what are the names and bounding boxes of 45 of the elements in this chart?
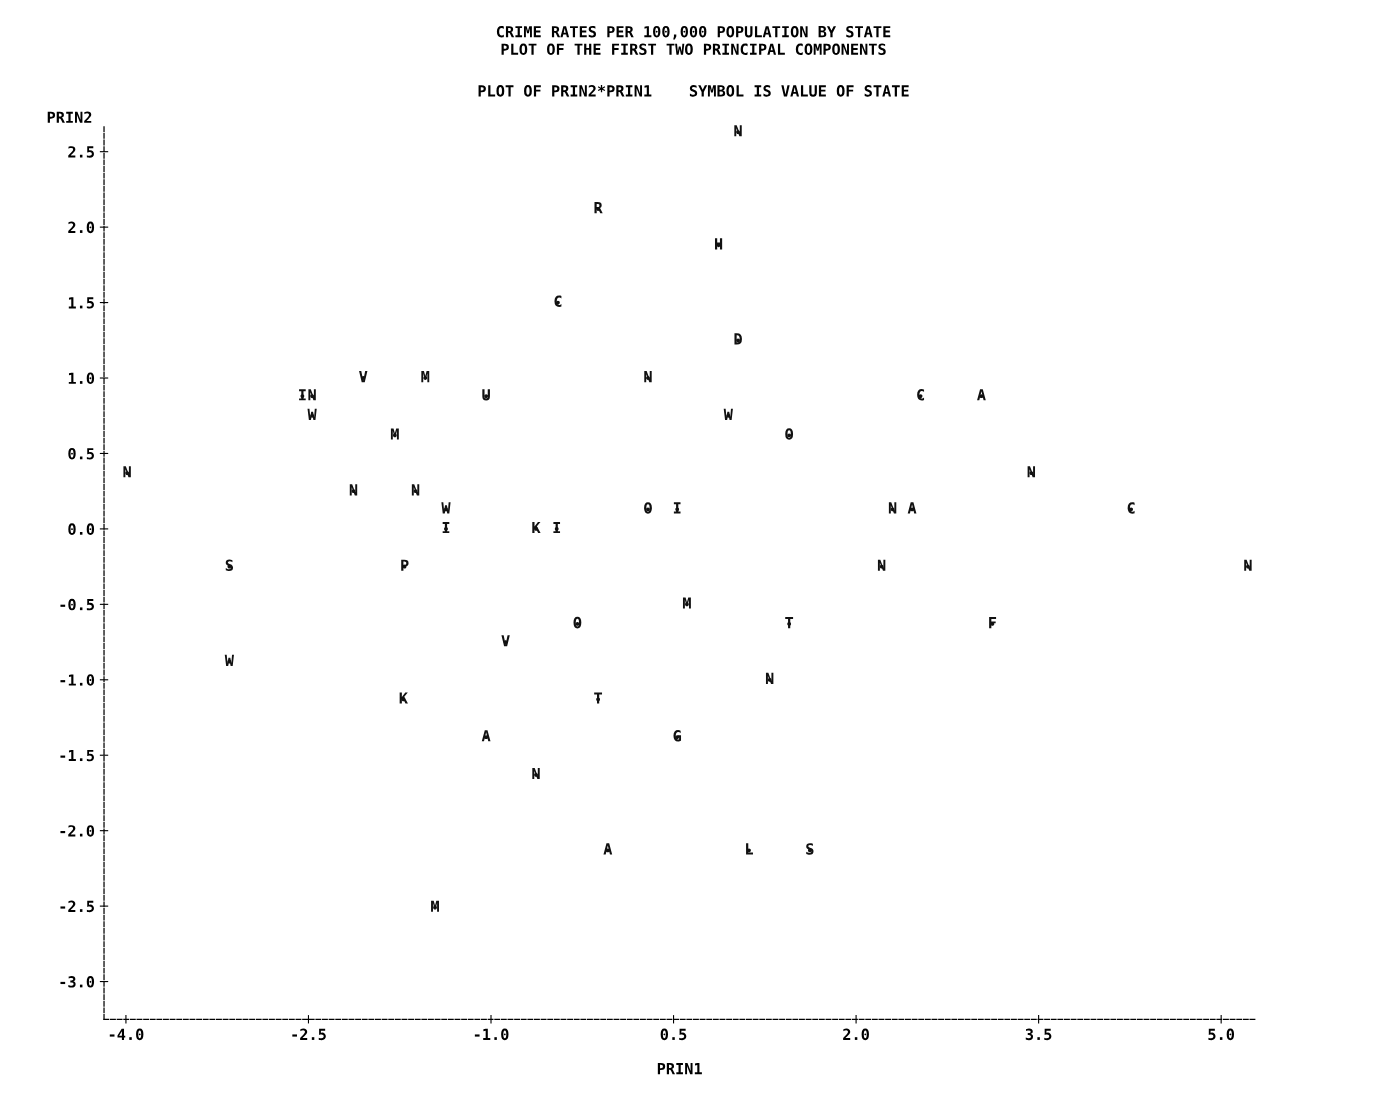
y-tick-label: -2.5: [60, 900, 94, 913]
y-tick-label: -3.0: [60, 976, 95, 988]
y-tick-label: -1.5: [60, 749, 94, 762]
data-label: O: [573, 616, 582, 629]
chart-subtitle: PLOT OF THE FIRST TWO PRINCIPAL COMPONENTS: [501, 43, 886, 56]
y-tick-label: 1.5: [68, 297, 94, 309]
y-tick-label: -2.0: [60, 825, 95, 837]
data-label: L: [746, 843, 753, 855]
data-label: R: [594, 202, 603, 214]
data-label: S: [806, 843, 814, 855]
data-label: N: [532, 767, 540, 780]
data-label: S: [225, 559, 234, 572]
data-label: N: [644, 371, 652, 383]
y-tick-label: 1.0: [68, 372, 95, 385]
text: PLOT OF PRIN2*PRIN1 SYMBOL IS VALUE OF STATE: [478, 85, 909, 97]
x-tick-label: -2.5: [292, 1028, 326, 1041]
chart-title: CRIME RATES PER 100,000 POPULATION BY STATE: [496, 25, 891, 40]
data-label: M: [421, 371, 430, 383]
x-axis-title: PRIN1: [657, 1063, 702, 1075]
data-label: F: [989, 617, 997, 629]
data-label: C: [554, 295, 562, 308]
y-tick-label: -0.5: [60, 598, 94, 611]
x-tick-label: 2.0: [843, 1028, 869, 1041]
data-label: U: [482, 389, 490, 401]
x-tick-label: -1.0: [474, 1028, 509, 1041]
y-tick-label: 2.5: [68, 146, 94, 158]
data-label: N: [734, 125, 742, 137]
data-label: K: [532, 521, 541, 534]
y-tick-label: 0.5: [68, 447, 94, 460]
x-tick-label: 5.0: [1208, 1028, 1235, 1041]
data-label: O: [644, 502, 652, 514]
data-label: M: [682, 597, 691, 609]
y-axis-title: PRIN2: [47, 111, 92, 123]
data-label: C: [1127, 502, 1135, 514]
x-tick-label: 0.5: [660, 1028, 687, 1041]
y-tick-label: 0.0: [68, 523, 95, 535]
data-label: G: [673, 730, 682, 742]
data-label: C: [917, 389, 925, 401]
data-label: D: [734, 333, 742, 345]
y-tick-label: 2.0: [68, 221, 95, 234]
data-label: M: [390, 428, 399, 440]
data-label: O: [785, 428, 794, 440]
y-tick-label: -1.0: [60, 674, 95, 686]
x-tick-label: 3.5: [1025, 1028, 1052, 1041]
x-tick-label: -4.0: [109, 1028, 144, 1041]
